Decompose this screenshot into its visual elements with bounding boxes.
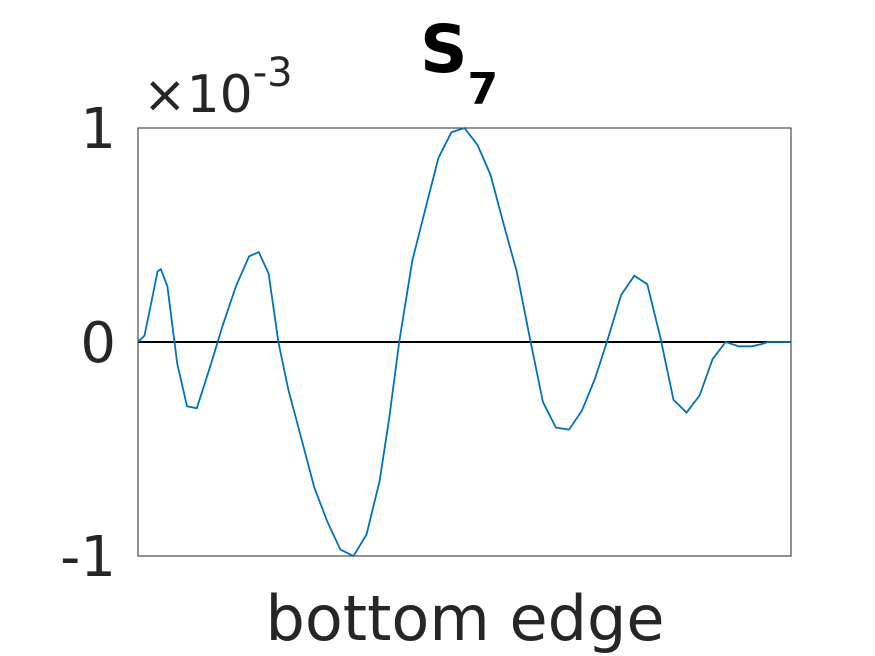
tick-label-group: -1 0 1 bbox=[60, 97, 116, 590]
y-tick-label-0: -1 bbox=[60, 525, 116, 590]
y-tick-label-1: 0 bbox=[80, 311, 116, 376]
chart-title-main: S bbox=[420, 11, 468, 88]
series-line bbox=[137, 126, 791, 558]
chart-title-subscript: 7 bbox=[468, 64, 499, 115]
y-multiplier-exponent: -3 bbox=[253, 50, 293, 96]
x-axis-label: bottom edge bbox=[266, 582, 665, 655]
y-multiplier-symbol: × bbox=[143, 65, 187, 125]
y-multiplier-base: 10 bbox=[187, 65, 253, 125]
y-tick-label-2: 1 bbox=[80, 97, 116, 162]
chart-title: S7 bbox=[420, 11, 498, 115]
y-multiplier: ×10-3 bbox=[143, 50, 293, 125]
